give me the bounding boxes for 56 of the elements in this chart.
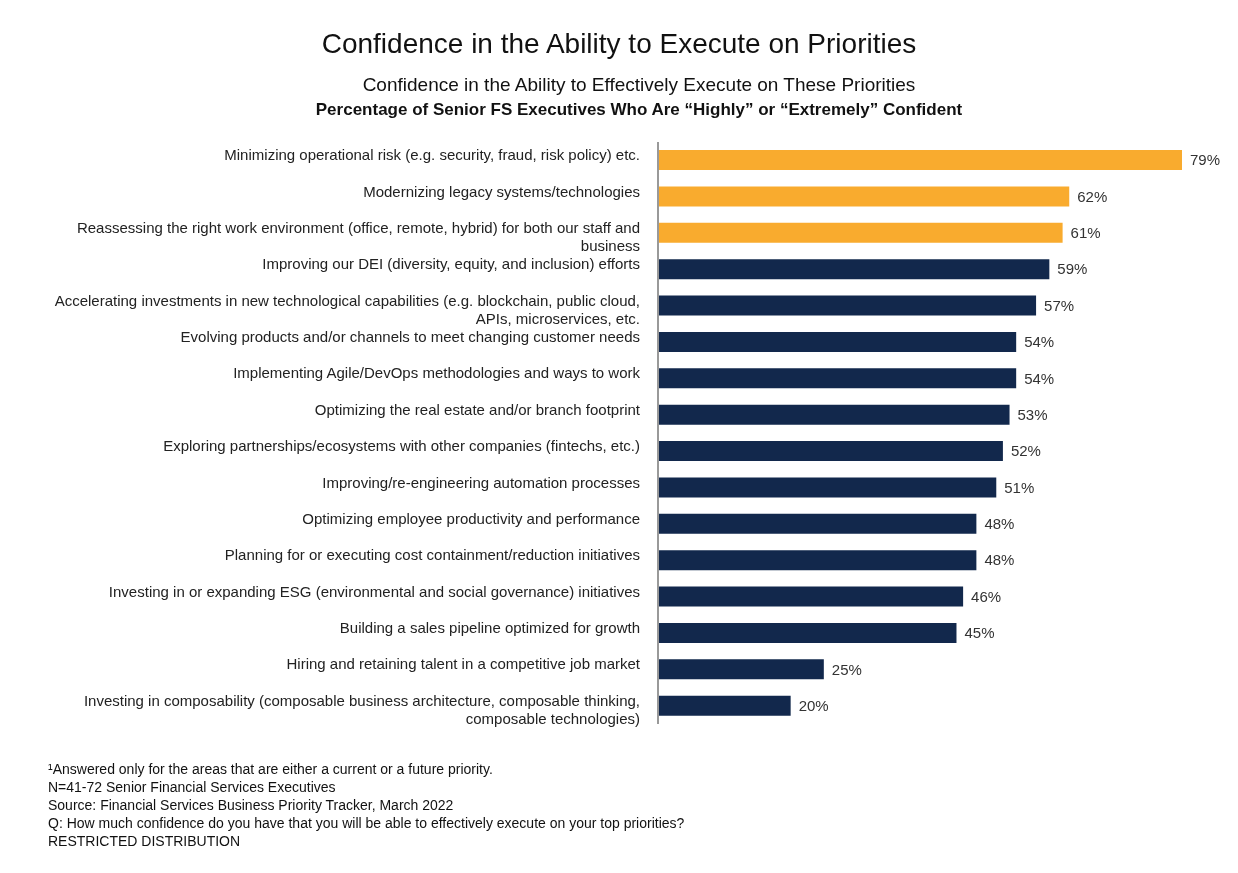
text: ¹Answered only for the areas that are either a current or a future priority.	[48, 760, 494, 778]
bar	[658, 222, 1063, 243]
y-tick-label: Implementing Agile/DevOps methodologies and ways to work	[233, 364, 641, 382]
text: RESTRICTED DISTRIBUTION	[48, 832, 242, 850]
y-tick-label: Minimizing operational risk (e.g. security, fraud, risk policy) etc.	[224, 146, 640, 164]
y-tick-label: Building a sales pipeline optimized for growth	[339, 619, 640, 637]
text: Q: How much confidence do you have that you will be able to effectively execute on your top priorities?	[48, 814, 686, 832]
data-label: 48%	[984, 551, 1015, 569]
chart-subtitle: Confidence in the Ability to Effectively Execute on These Priorities	[361, 74, 917, 96]
bar	[658, 586, 964, 607]
data-label: 52%	[1010, 442, 1041, 460]
y-tick-label: Improving/re-engineering automation processes	[322, 473, 640, 491]
data-label: 62%	[1077, 187, 1108, 205]
bar	[658, 477, 997, 498]
bar	[658, 331, 1017, 352]
y-tick-label: Optimizing the real estate and/or branch footprint	[314, 400, 641, 418]
bar	[658, 295, 1037, 316]
y-tick-label: Improving our DEI (diversity, equity, and inclusion) efforts	[262, 255, 640, 273]
bar	[658, 259, 1050, 280]
data-label: 51%	[1004, 478, 1035, 496]
bar	[658, 622, 957, 643]
y-tick-label: Investing in composability (composable business architecture, composable thinking, composable technologies)	[83, 691, 640, 727]
text: N=41-72 Senior Financial Services Executives	[48, 778, 337, 796]
bar	[658, 441, 1003, 461]
data-label: 53%	[1017, 405, 1048, 423]
y-tick-label: Investing in or expanding ESG (environmental and social governance) initiatives	[108, 582, 640, 600]
y-tick-label: Evolving products and/or channels to meet changing customer needs	[180, 328, 640, 346]
data-label: 20%	[798, 696, 829, 714]
data-label: 79%	[1190, 151, 1221, 169]
data-label: 61%	[1070, 224, 1101, 242]
data-label: 45%	[964, 624, 995, 642]
data-label: 48%	[984, 515, 1015, 533]
bar	[658, 695, 791, 716]
bar	[658, 659, 824, 680]
y-tick-label: Modernizing legacy systems/technologies	[363, 182, 640, 200]
y-tick-label: Reassessing the right work environment (office, remote, hybrid) for both our staff and business	[76, 218, 640, 254]
y-tick-label: Planning for or executing cost containment/reduction initiatives	[224, 546, 640, 564]
y-tick-label: Accelerating investments in new technological capabilities (e.g. blockchain, public cloud, APIs, microservices, etc.	[54, 291, 640, 327]
data-label: 46%	[971, 587, 1002, 605]
bar	[658, 186, 1070, 207]
data-label: 57%	[1044, 296, 1075, 314]
chart-title: Confidence in the Ability to Execute on Priorities	[320, 28, 918, 60]
bar	[658, 513, 977, 534]
data-label: 54%	[1024, 333, 1055, 351]
y-tick-label: Optimizing employee productivity and performance	[302, 509, 640, 527]
bar	[658, 150, 1182, 170]
data-label: 54%	[1024, 369, 1055, 387]
bar	[658, 404, 1010, 425]
y-tick-label: Hiring and retaining talent in a competitive job market	[286, 655, 641, 673]
y-tick-label: Exploring partnerships/ecosystems with other companies (fintechs, etc.)	[163, 437, 640, 455]
data-label: 25%	[831, 660, 862, 678]
data-label: 59%	[1057, 260, 1088, 278]
source-note: Source: Financial Services Business Priority Tracker, March 2022	[48, 796, 455, 814]
bar	[658, 550, 977, 571]
text: Percentage of Senior FS Executives Who Are “Highly” or “Extremely” Confident	[314, 100, 964, 120]
bar	[658, 368, 1017, 389]
